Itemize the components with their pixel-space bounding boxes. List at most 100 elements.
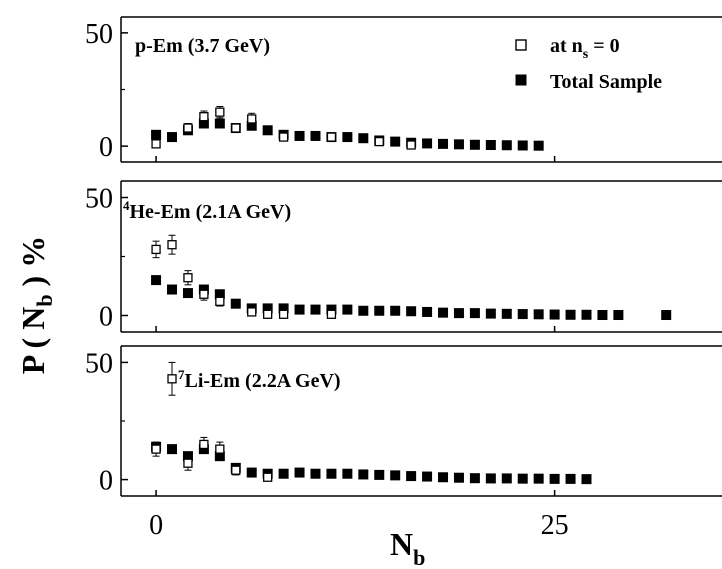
data-point-open xyxy=(374,136,384,147)
data-point-filled xyxy=(549,309,560,320)
data-point-filled xyxy=(581,474,592,485)
data-point-open xyxy=(326,132,337,142)
data-point-filled xyxy=(549,473,560,484)
data-point-open xyxy=(199,439,209,450)
y-tick-label: 50 xyxy=(85,184,113,215)
data-point-filled xyxy=(438,138,449,149)
legend-entry-filled: Total Sample xyxy=(550,71,662,93)
data-point-filled xyxy=(406,471,417,482)
data-point-filled xyxy=(533,309,544,320)
panel-label: p-Em (3.7 GeV) xyxy=(135,35,270,57)
y-tick-label: 0 xyxy=(99,301,113,332)
data-point-filled xyxy=(358,469,369,480)
data-point-filled xyxy=(469,308,480,319)
x-tick-label: 0 xyxy=(149,510,163,541)
data-point-open xyxy=(326,309,337,319)
y-tick-label: 0 xyxy=(99,132,113,163)
data-point-filled xyxy=(469,473,480,484)
data-point-filled xyxy=(358,305,369,316)
data-point-open xyxy=(151,139,161,149)
data-point-open xyxy=(215,444,225,454)
legend-filled-square-marker xyxy=(515,74,527,86)
data-point-filled xyxy=(342,304,353,315)
data-point-filled xyxy=(565,309,576,320)
data-point-open xyxy=(199,112,209,122)
data-point-filled xyxy=(167,444,178,455)
data-point-filled xyxy=(342,132,353,143)
data-point-open xyxy=(247,114,257,124)
data-point-open xyxy=(167,374,177,384)
data-point-filled xyxy=(422,471,433,482)
data-point-open xyxy=(183,273,193,283)
data-point-filled xyxy=(453,472,464,483)
data-point-filled xyxy=(597,310,608,321)
data-point-filled xyxy=(581,309,592,320)
data-point-filled xyxy=(438,472,449,483)
data-point-filled xyxy=(278,468,289,479)
legend-entry-open: at ns = 0 xyxy=(550,35,620,62)
data-point-open xyxy=(231,465,241,475)
data-point-filled xyxy=(422,138,433,149)
panel-label-superscript: 4 xyxy=(123,198,130,213)
data-point-open xyxy=(263,472,273,482)
data-point-open xyxy=(231,123,241,133)
data-point-filled xyxy=(422,306,433,317)
data-point-open xyxy=(167,240,177,250)
y-axis-title: P ( Nb ) % xyxy=(15,236,57,374)
data-point-filled xyxy=(390,136,401,147)
data-point-filled xyxy=(182,288,193,299)
x-tick-label: 25 xyxy=(541,510,569,541)
data-point-open xyxy=(183,123,193,133)
panel-label-main: Li-Em (2.2A GeV) xyxy=(185,370,341,392)
data-point-filled xyxy=(453,139,464,150)
data-point-open xyxy=(247,307,257,317)
data-point-filled xyxy=(310,130,321,141)
data-point-open xyxy=(151,244,161,255)
y-tick-label: 0 xyxy=(99,466,113,497)
data-point-filled xyxy=(310,304,321,315)
panel-label-main: He-Em (2.1A GeV) xyxy=(130,201,292,223)
panels-layer: 0 50 p-Em (3.7 GeV) 0 50 4He-Em (2.1A GeV) 0 50… xyxy=(85,16,722,497)
data-point-filled xyxy=(533,473,544,484)
y-tick-label: 50 xyxy=(85,348,113,379)
data-point-filled xyxy=(294,304,305,315)
data-point-filled xyxy=(390,305,401,316)
data-point-filled xyxy=(501,308,512,319)
data-point-filled xyxy=(374,305,385,316)
panel-label: 7Li-Em (2.2A GeV) xyxy=(178,367,341,392)
data-point-filled xyxy=(230,298,241,309)
data-point-filled xyxy=(517,473,528,484)
data-point-filled xyxy=(214,118,225,129)
data-point-open xyxy=(406,140,416,150)
data-point-filled xyxy=(485,140,496,151)
data-point-open xyxy=(183,458,193,468)
data-point-filled xyxy=(517,309,528,320)
data-point-filled xyxy=(390,470,401,481)
data-point-filled xyxy=(501,140,512,151)
data-point-filled xyxy=(374,469,385,480)
data-point-open xyxy=(278,309,289,319)
legend-open-tail: = 0 xyxy=(588,35,619,57)
data-point-filled xyxy=(294,130,305,141)
data-point-filled xyxy=(533,140,544,151)
panel-label: 4He-Em (2.1A GeV) xyxy=(123,198,291,223)
panel-3: 0 50 7Li-Em (2.2A GeV) xyxy=(85,345,722,497)
data-point-filled xyxy=(167,132,178,143)
data-point-filled xyxy=(294,467,305,478)
x-tick-labels: 0 25 xyxy=(149,510,569,541)
data-point-filled xyxy=(485,308,496,319)
y-tick-label: 50 xyxy=(85,19,113,50)
data-point-filled xyxy=(565,473,576,484)
data-point-filled xyxy=(485,473,496,484)
data-point-filled xyxy=(342,468,353,479)
x-axis-title: Nb xyxy=(390,526,425,569)
data-point-filled xyxy=(517,140,528,151)
panel-1: 0 50 p-Em (3.7 GeV) xyxy=(85,16,722,163)
data-point-open xyxy=(278,132,289,142)
panel-label-superscript: 7 xyxy=(178,367,185,382)
data-point-open xyxy=(199,289,209,299)
data-point-filled xyxy=(326,468,337,479)
data-point-filled xyxy=(501,473,512,484)
data-point-filled xyxy=(167,284,178,295)
legend-open-main: at n xyxy=(550,35,583,57)
